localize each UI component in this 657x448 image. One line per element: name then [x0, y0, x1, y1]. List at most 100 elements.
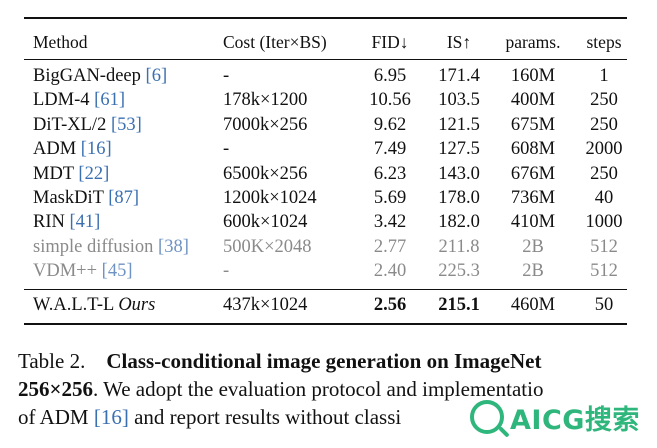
steps-cell: 2000: [585, 139, 623, 160]
header-params: params.: [505, 32, 561, 52]
table-header-rule: [24, 59, 627, 60]
fid-cell: 2.56: [373, 295, 407, 315]
citation-link[interactable]: [61]: [94, 90, 125, 111]
caption-ref-link[interactable]: [16]: [93, 405, 129, 429]
fid-cell: 2.40: [373, 261, 407, 282]
watermark-text: AICG搜索: [510, 404, 640, 436]
table-row: simple diffusion [38] 500K×2048 2.77 211.8 2…: [0, 235, 657, 259]
method-cell: W.A.L.T-L Ours: [33, 293, 155, 317]
cost-cell: 178k×1200: [223, 90, 308, 111]
fid-cell: 7.49: [373, 139, 407, 160]
steps-cell: 50: [594, 295, 614, 315]
method-name: simple diffusion: [33, 236, 159, 257]
cost-cell: 437k×1024: [223, 295, 308, 315]
table-ours-rule: [24, 289, 627, 290]
params-cell: 400M: [510, 90, 556, 111]
params-cell: 736M: [510, 188, 556, 208]
method-name: ADM: [33, 139, 81, 160]
method-cell: ADM [16]: [33, 137, 112, 161]
steps-cell: 512: [590, 261, 618, 282]
is-cell: 103.5: [438, 90, 480, 111]
table-row: RIN [41] 600k×1024 3.42 182.0 410M 1000: [0, 210, 657, 234]
method-cell: VDM++ [45]: [33, 259, 133, 283]
cost-cell: -: [223, 139, 230, 160]
method-cell: BigGAN-deep [6]: [33, 64, 167, 88]
fid-cell: 3.42: [373, 212, 407, 233]
fid-cell: 6.95: [373, 66, 407, 86]
citation-link[interactable]: [45]: [101, 261, 133, 282]
params-cell: 675M: [510, 114, 556, 135]
cost-cell: -: [223, 66, 230, 86]
header-fid: FID↓: [371, 32, 409, 52]
params-cell: 2B: [522, 236, 544, 257]
steps-cell: 250: [590, 163, 618, 184]
caption-text-3a: of ADM: [18, 405, 94, 429]
ours-note: Ours: [118, 295, 156, 315]
is-cell: 143.0: [438, 163, 480, 184]
table-bottom-rule: [24, 323, 627, 325]
header-cost: Cost (Iter×BS): [223, 32, 327, 52]
caption-resolution: 256×256: [18, 377, 93, 401]
citation-link[interactable]: [22]: [78, 163, 110, 184]
table-row-ours: W.A.L.T-L Ours 437k×1024 2.56 215.1 460M…: [0, 293, 657, 317]
citation-link[interactable]: [6]: [145, 66, 168, 86]
citation-link[interactable]: [41]: [69, 212, 101, 233]
is-cell: 178.0: [438, 188, 480, 208]
is-cell: 225.3: [438, 261, 480, 282]
table-row: MDT [22] 6500k×256 6.23 143.0 676M 250: [0, 162, 657, 186]
params-cell: 676M: [510, 163, 556, 184]
header-is: IS↑: [446, 32, 472, 52]
method-name: MaskDiT: [33, 188, 109, 208]
caption-line-3: of ADM [16] and report results without c…: [18, 402, 401, 432]
is-cell: 211.8: [438, 236, 480, 257]
magnifier-icon: [470, 400, 504, 434]
caption-text-2-tail: nd implementatio: [395, 377, 544, 401]
method-name: BigGAN-deep: [33, 66, 146, 86]
params-cell: 410M: [510, 212, 556, 233]
method-name: DiT-XL/2: [33, 114, 111, 135]
params-cell: 460M: [510, 295, 556, 315]
table-row: DiT-XL/2 [53] 7000k×256 9.62 121.5 675M 250: [0, 113, 657, 137]
caption-line-2: 256×256. We adopt the evaluation protoco…: [18, 374, 543, 404]
steps-cell: 40: [594, 188, 614, 208]
method-cell: simple diffusion [38]: [33, 235, 189, 259]
is-cell: 121.5: [438, 114, 480, 135]
method-name: LDM-4: [33, 90, 95, 111]
cost-cell: -: [223, 261, 230, 282]
is-cell: 182.0: [438, 212, 480, 233]
cost-cell: 500K×2048: [223, 236, 312, 257]
steps-cell: 250: [590, 90, 618, 111]
table-header-row: Method Cost (Iter×BS) FID↓ IS↑ params. s…: [0, 30, 657, 54]
method-name: MDT: [33, 163, 79, 184]
steps-cell: 1: [599, 66, 609, 86]
method-name: VDM++: [33, 261, 102, 282]
header-steps: steps: [586, 32, 622, 52]
cost-cell: 600k×1024: [223, 212, 308, 233]
citation-link[interactable]: [16]: [80, 139, 112, 160]
citation-link[interactable]: [87]: [108, 188, 140, 208]
method-cell: MDT [22]: [33, 162, 109, 186]
method-cell: MaskDiT [87]: [33, 186, 139, 210]
caption-line-1: Table 2. Class-conditional image generat…: [18, 346, 541, 376]
citation-link[interactable]: [53]: [110, 114, 142, 135]
citation-link[interactable]: [38]: [158, 236, 189, 257]
caption-text-3b: and report results without classi: [128, 405, 402, 429]
method-name: RIN: [33, 212, 70, 233]
is-cell: 171.4: [438, 66, 480, 86]
caption-label: Table 2.: [18, 349, 86, 373]
fid-cell: 10.56: [369, 90, 411, 111]
header-method: Method: [33, 32, 88, 52]
steps-cell: 512: [590, 236, 618, 257]
table-row: VDM++ [45] - 2.40 225.3 2B 512: [0, 259, 657, 283]
method-cell: DiT-XL/2 [53]: [33, 113, 142, 137]
method-name: W.A.L.T-L: [33, 295, 119, 315]
params-cell: 608M: [510, 139, 556, 160]
watermark: AICG搜索: [470, 392, 657, 442]
table-row: BigGAN-deep [6] - 6.95 171.4 160M 1: [0, 64, 657, 88]
method-cell: RIN [41]: [33, 210, 100, 234]
caption-text-2: . We adopt the evaluation protocol a: [92, 377, 396, 401]
cost-cell: 6500k×256: [223, 163, 308, 184]
table-row: ADM [16] - 7.49 127.5 608M 2000: [0, 137, 657, 161]
steps-cell: 1000: [585, 212, 623, 233]
fid-cell: 9.62: [373, 114, 407, 135]
